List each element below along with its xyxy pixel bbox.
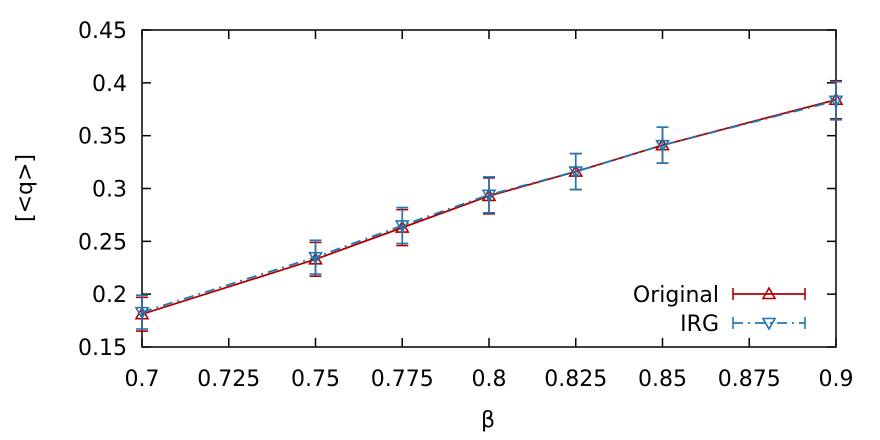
legend: Original IRG <box>633 283 806 337</box>
y-axis: 0.15 0.2 0.25 0.3 0.35 0.4 0.45 <box>78 19 836 361</box>
x-tick-label: 0.85 <box>638 367 687 392</box>
data-point <box>394 220 410 234</box>
data-point <box>828 95 844 109</box>
x-tick-label: 0.7 <box>125 367 160 392</box>
x-tick-label: 0.875 <box>718 367 781 392</box>
x-tick-label: 0.9 <box>819 367 854 392</box>
y-tick-label: 0.4 <box>92 72 127 97</box>
legend-marker <box>761 317 777 331</box>
y-axis-label: [<q>] <box>13 154 38 222</box>
series-layer <box>134 79 844 332</box>
data-point <box>568 166 584 180</box>
y-tick-label: 0.15 <box>78 336 127 361</box>
data-point <box>655 139 670 153</box>
x-tick-label: 0.825 <box>544 367 607 392</box>
x-tick-label: 0.8 <box>472 367 507 392</box>
x-tick-label: 0.75 <box>291 367 340 392</box>
data-point <box>308 251 323 265</box>
y-tick-label: 0.45 <box>78 19 127 44</box>
x-axis-label: β <box>481 408 495 433</box>
legend-marker <box>761 286 777 300</box>
legend-label: IRG <box>680 312 719 337</box>
data-point <box>481 189 497 203</box>
legend-label: Original <box>633 283 719 308</box>
x-tick-label: 0.775 <box>371 367 434 392</box>
x-tick-label: 0.725 <box>197 367 260 392</box>
y-tick-label: 0.25 <box>78 230 127 255</box>
series-irg <box>134 80 844 330</box>
data-point <box>134 306 150 320</box>
x-axis: 0.7 0.725 0.75 0.775 0.8 0.825 0.85 0.875 0.9 <box>125 30 854 392</box>
y-tick-label: 0.2 <box>92 283 127 308</box>
y-tick-label: 0.3 <box>92 178 127 203</box>
y-tick-label: 0.35 <box>78 125 127 150</box>
